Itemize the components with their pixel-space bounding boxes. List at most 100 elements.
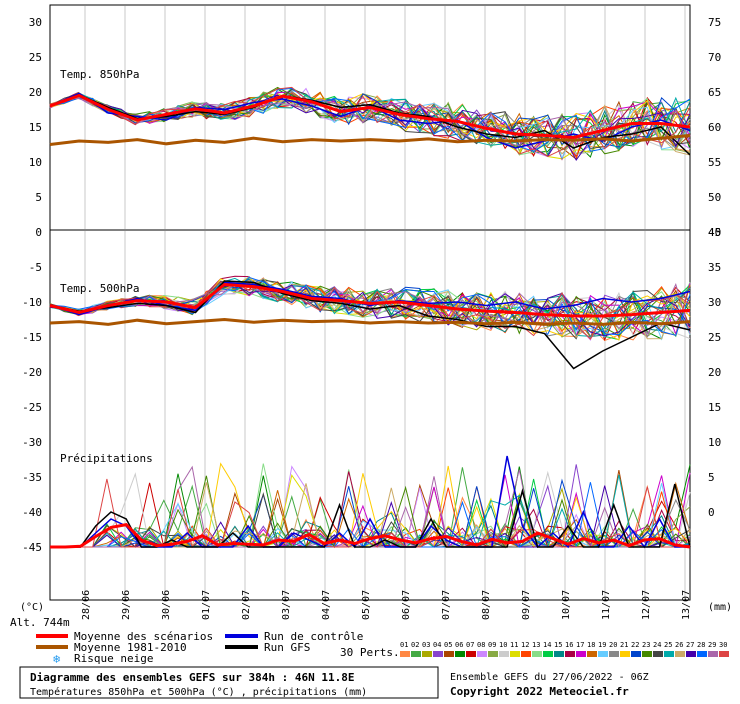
pert-swatch xyxy=(477,651,487,657)
pert-swatch xyxy=(444,651,454,657)
series-line-850 xyxy=(49,93,691,140)
legend-label-gfs: Run GFS xyxy=(264,641,310,654)
top-panel-label: Temp. 850hPa xyxy=(60,68,139,81)
pert-number: 11 xyxy=(510,641,518,649)
pert-swatch xyxy=(565,651,575,657)
y-tick-label-left: -15 xyxy=(22,331,42,344)
y-tick-label-left: 30 xyxy=(29,16,42,29)
pert-legend: 01 02 03 04 05 06 07 08 09 10 11 12 13 14 15 16 17 18 19 20… xyxy=(400,641,729,657)
pert-swatch xyxy=(620,651,630,657)
pert-number: 30 xyxy=(719,641,727,649)
y-tick-label-right: 65 xyxy=(708,86,721,99)
y-tick-label-right: 55 xyxy=(708,156,721,169)
pert-swatch xyxy=(598,651,608,657)
pert-swatch xyxy=(609,651,619,657)
footer-subtitle: Températures 850hPa et 500hPa (°C) , pré… xyxy=(30,686,367,698)
pert-swatch xyxy=(631,651,641,657)
pert-number: 05 xyxy=(444,641,452,649)
y-tick-label-right: 40 xyxy=(708,226,721,239)
legend-label-control: Run de contrôle xyxy=(264,630,363,643)
perts-label: 30 Perts. xyxy=(340,646,400,659)
pert-swatch xyxy=(543,651,553,657)
x-tick-label: 01/07 xyxy=(201,590,212,620)
pert-swatch xyxy=(411,651,421,657)
pert-number: 25 xyxy=(664,641,672,649)
series-line-500 xyxy=(49,282,691,318)
x-tick-label: 05/07 xyxy=(361,590,372,620)
pert-number: 26 xyxy=(675,641,683,649)
pert-number: 02 xyxy=(411,641,419,649)
footer-title: Diagramme des ensembles GEFS sur 384h : … xyxy=(30,671,355,684)
y-tick-label-right: 60 xyxy=(708,121,721,134)
pert-swatch xyxy=(697,651,707,657)
bottom-panel-label: Temp. 500hPa xyxy=(60,282,139,295)
precip-label: Précipitations xyxy=(60,452,153,465)
pert-swatch xyxy=(653,651,663,657)
left-unit-label: (°C) xyxy=(20,602,44,613)
pert-swatch xyxy=(488,651,498,657)
pert-line-850 xyxy=(49,86,691,158)
pert-number: 16 xyxy=(565,641,573,649)
y-tick-label-right: 0 xyxy=(708,506,715,519)
pert-swatch xyxy=(708,651,718,657)
pert-number: 15 xyxy=(554,641,562,649)
series-line-850 xyxy=(49,133,691,146)
y-tick-label-right: 25 xyxy=(708,331,721,344)
pert-number: 08 xyxy=(477,641,485,649)
y-tick-label-right: 5 xyxy=(708,471,715,484)
y-tick-label-right: 75 xyxy=(708,16,721,29)
pert-number: 01 xyxy=(400,641,408,649)
x-tick-label: 29/06 xyxy=(121,590,132,620)
snowflake-icon: ❄ xyxy=(53,652,60,666)
pert-number: 04 xyxy=(433,641,441,649)
pert-number: 20 xyxy=(609,641,617,649)
footer-copyright: Copyright 2022 Meteociel.fr xyxy=(450,685,629,698)
y-tick-label-left: -5 xyxy=(29,261,42,274)
x-tick-label: 04/07 xyxy=(321,590,332,620)
pert-line-500 xyxy=(49,280,691,337)
series-line-precip xyxy=(50,522,691,549)
bottom-panel-frame xyxy=(49,229,691,601)
y-tick-label-left: 0 xyxy=(35,226,42,239)
legend-label-snow: Risque neige xyxy=(74,652,153,665)
pert-swatch xyxy=(433,651,443,657)
pert-number: 22 xyxy=(631,641,639,649)
series-line-500 xyxy=(49,317,691,326)
y-tick-label-left: 10 xyxy=(29,156,42,169)
pert-number: 21 xyxy=(620,641,628,649)
pert-number: 27 xyxy=(686,641,694,649)
legend-label-climate: Moyenne 1981-2010 xyxy=(74,641,187,654)
pert-swatch xyxy=(642,651,652,657)
pert-number: 14 xyxy=(543,641,551,649)
pert-number: 13 xyxy=(532,641,540,649)
x-tick-label: 03/07 xyxy=(281,590,292,620)
pert-swatch xyxy=(719,651,729,657)
y-tick-label-left: 25 xyxy=(29,51,42,64)
y-tick-label-right: 50 xyxy=(708,191,721,204)
pert-number: 17 xyxy=(576,641,584,649)
pert-swatch xyxy=(576,651,586,657)
pert-swatch xyxy=(400,651,410,657)
series-line-500 xyxy=(49,281,691,316)
pert-number: 28 xyxy=(697,641,705,649)
y-tick-label-left: -10 xyxy=(22,296,42,309)
x-tick-label: 12/07 xyxy=(641,590,652,620)
pert-swatch xyxy=(664,651,674,657)
y-tick-label-left: -35 xyxy=(22,471,42,484)
pert-swatch xyxy=(532,651,542,657)
y-tick-label-right: 45 xyxy=(708,226,721,239)
pert-number: 06 xyxy=(455,641,463,649)
y-tick-label-left: -30 xyxy=(22,436,42,449)
x-tick-label: 02/07 xyxy=(241,590,252,620)
pert-number: 29 xyxy=(708,641,716,649)
pert-number: 12 xyxy=(521,641,529,649)
y-tick-label-right: 30 xyxy=(708,296,721,309)
x-tick-label: 28/06 xyxy=(81,590,92,620)
y-tick-label-right: 15 xyxy=(708,401,721,414)
pert-number: 23 xyxy=(642,641,650,649)
y-tick-label-left: 20 xyxy=(29,86,42,99)
pert-number: 18 xyxy=(587,641,595,649)
pert-number: 10 xyxy=(499,641,507,649)
pert-number: 09 xyxy=(488,641,496,649)
